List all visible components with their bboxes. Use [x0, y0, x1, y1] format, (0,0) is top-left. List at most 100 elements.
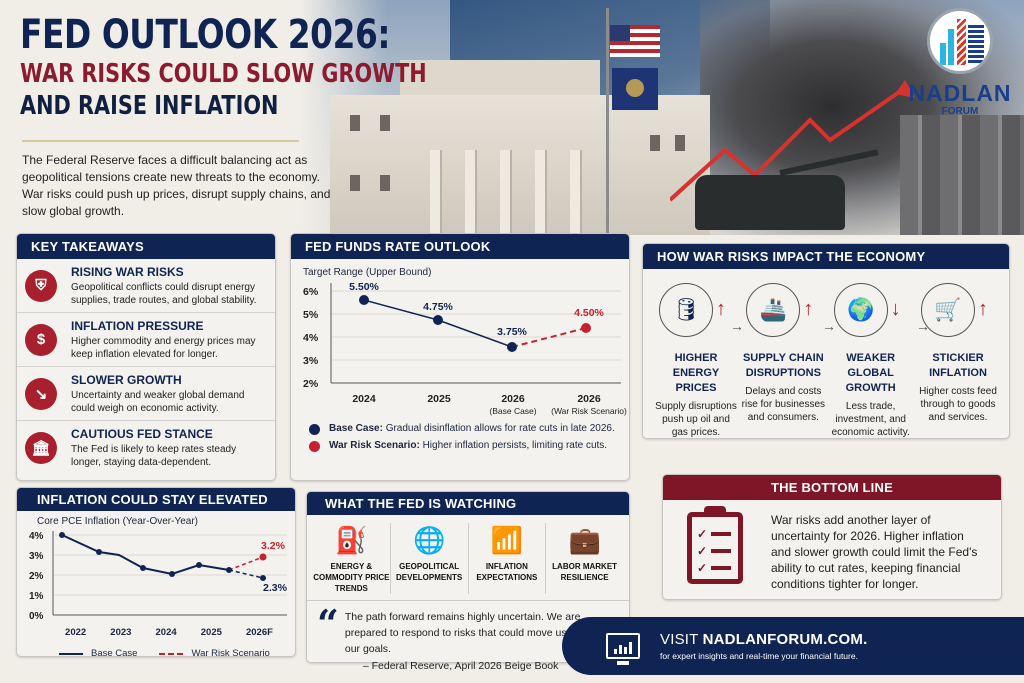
brand-sub: FORUM: [941, 106, 979, 117]
visit-website-banner[interactable]: VISIT NADLANFORUM.COM. for expert insigh…: [562, 617, 1024, 675]
bar-chart-icon: 📶: [490, 525, 524, 555]
takeaway-item: ↘ SLOWER GROWTH Uncertainty and weaker g…: [17, 367, 275, 421]
flow-arrow-icon: →: [916, 318, 930, 334]
up-arrow-icon: ↑: [977, 298, 988, 320]
svg-text:2026: 2026: [577, 393, 601, 405]
legend-text: Higher inflation persists, limiting rate…: [422, 440, 608, 451]
takeaway-item: $ INFLATION PRESSURE Higher commodity an…: [17, 313, 275, 367]
cta-subtext: for expert insights and real-time your f…: [660, 651, 858, 661]
federal-reserve-flag: [612, 68, 658, 110]
takeaway-title: RISING WAR RISKS: [71, 264, 184, 279]
takeaway-desc: Uncertainty and weaker global demand cou…: [71, 389, 245, 414]
shopping-cart-icon: 🛒 ↑: [920, 283, 988, 337]
dashed-line-icon: [159, 652, 184, 655]
fed-quote: “ The path forward remains highly uncert…: [307, 601, 629, 680]
key-takeaways-panel: KEY TAKEAWAYS ⛨ RISING WAR RISKS Geopoli…: [16, 233, 276, 481]
declining-chart-icon: ↘: [25, 377, 57, 410]
watch-item: 🌐 GEOPOLITICAL DEVELOPMENTS: [391, 523, 469, 594]
base-case-dot-icon: [309, 424, 320, 435]
svg-text:(Base Case): (Base Case): [489, 406, 536, 416]
price-tag-dollar-icon: $: [25, 323, 57, 356]
svg-text:2025: 2025: [427, 393, 451, 405]
svg-text:3.2%: 3.2%: [261, 540, 286, 552]
takeaway-title: CAUTIOUS FED STANCE: [71, 427, 213, 441]
svg-text:2026: 2026: [501, 393, 525, 405]
war-risk-dot-icon: [309, 441, 320, 452]
tank: [695, 175, 845, 230]
legend-base: Base Case: [91, 648, 138, 659]
svg-text:5%: 5%: [303, 309, 319, 321]
chart-subtitle: Core PCE Inflation (Year-Over-Year): [37, 516, 198, 527]
svg-text:4.75%: 4.75%: [423, 301, 453, 313]
impact-title: SUPPLY CHAIN DISRUPTIONS: [742, 352, 824, 379]
hero-image: [300, 0, 1024, 235]
panel-heading: THE BOTTOM LINE: [663, 475, 1001, 500]
up-arrow-icon: ↑: [803, 298, 814, 320]
impact-title: WEAKER GLOBAL GROWTH: [845, 352, 896, 394]
down-arrow-icon: ↓: [890, 298, 901, 320]
impact-title: HIGHER ENERGY PRICES: [672, 352, 720, 394]
watch-label: ENERGY & COMMODITY PRICE TRENDS: [313, 562, 390, 593]
clipboard-checklist-icon: ✓ ✓ ✓: [687, 506, 743, 584]
inflation-legend: Base Case War Risk Scenario: [59, 648, 295, 659]
oil-pump-icon: ⛽: [335, 525, 368, 555]
cta-site-link[interactable]: NADLANFORUM.COM.: [702, 631, 868, 648]
impact-desc: Delays and costs rise for businesses and…: [741, 386, 826, 423]
chart-subtitle: Target Range (Upper Bound): [303, 267, 432, 278]
title-divider: [22, 140, 299, 142]
up-arrow-icon: ↑: [716, 298, 726, 320]
takeaway-item: ⛨ RISING WAR RISKS Geopolitical conflict…: [17, 259, 275, 313]
takeaway-item: 🏛 CAUTIOUS FED STANCE The Fed is likely …: [17, 421, 275, 475]
buildings-logo-icon: [927, 8, 993, 74]
brand-logo[interactable]: NADLAN FORUM: [905, 8, 1015, 118]
flow-arrow-icon: →: [822, 318, 836, 334]
impact-desc: Higher costs feed through to goods and s…: [919, 386, 997, 423]
panel-heading: INFLATION COULD STAY ELEVATED: [17, 488, 295, 511]
impact-desc: Supply disruptions push up oil and gas p…: [655, 401, 737, 438]
svg-text:3%: 3%: [29, 551, 44, 562]
quote-text: The path forward remains highly uncertai…: [344, 611, 618, 655]
takeaway-desc: The Fed is likely to keep rates steady l…: [71, 444, 237, 468]
svg-text:(War Risk Scenario): (War Risk Scenario): [551, 406, 627, 416]
cta-prefix: VISIT: [660, 631, 703, 648]
svg-text:4%: 4%: [303, 332, 319, 344]
page-title: FED OUTLOOK 2026: WAR RISKS COULD SLOW G…: [20, 12, 427, 122]
panel-heading: FED FUNDS RATE OUTLOOK: [291, 234, 629, 259]
svg-text:5.50%: 5.50%: [349, 281, 379, 293]
impact-item: 🌍 ↓ WEAKER GLOBAL GROWTH Less trade, inve…: [828, 283, 914, 439]
legend-war-risk: War Risk Scenario: Higher inflation pers…: [309, 439, 629, 452]
svg-text:2024: 2024: [352, 393, 376, 405]
flag-pole: [606, 8, 609, 235]
fed-funds-chart: 6% 5% 4% 3% 2% 5.50% 4.75% 3.75% 4.50% 2024 202…: [303, 281, 627, 416]
takeaway-desc: Geopolitical conflicts could disrupt ene…: [71, 281, 257, 306]
impact-item: 🚢 ↑ SUPPLY CHAIN DISRUPTIONS Delays and c…: [740, 283, 826, 439]
quote-source: – Federal Reserve, April 2026 Beige Book: [362, 660, 559, 672]
impact-item: 🛒 ↑ STICKIER INFLATION Higher costs feed …: [915, 283, 1001, 439]
monitor-chart-icon: [606, 633, 640, 665]
watch-label: LABOR MARKET RESILIENCE: [552, 562, 618, 582]
impact-title: STICKIER INFLATION: [929, 352, 987, 379]
takeaway-desc: Higher commodity and energy prices may k…: [71, 335, 256, 360]
svg-text:2.3%: 2.3%: [263, 582, 288, 594]
bank-building-icon: 🏛: [25, 432, 57, 464]
federal-reserve-building: [330, 95, 710, 235]
svg-text:4%: 4%: [29, 531, 44, 542]
legend-text: Gradual disinflation allows for rate cut…: [385, 423, 615, 434]
fed-funds-panel: FED FUNDS RATE OUTLOOK Target Range (Upp…: [290, 233, 630, 481]
flow-arrow-icon: →: [730, 318, 744, 334]
rising-arrow-icon: [670, 80, 915, 202]
panel-heading: KEY TAKEAWAYS: [17, 234, 275, 259]
watch-item: 📶 INFLATION EXPECTATIONS: [469, 523, 547, 594]
svg-text:2%: 2%: [303, 378, 319, 390]
briefcase-icon: 💼: [568, 525, 601, 555]
watch-item: 💼 LABOR MARKET RESILIENCE: [546, 523, 623, 594]
impact-item: 🛢 ↑ HIGHER ENERGY PRICES Supply disruptio…: [653, 283, 739, 439]
intro-text: The Federal Reserve faces a difficult ba…: [22, 153, 331, 218]
svg-text:3%: 3%: [303, 355, 319, 367]
ruined-buildings: [900, 115, 1024, 235]
globe-icon: 🌍 ↓: [833, 283, 901, 337]
takeaway-title: INFLATION PRESSURE: [71, 318, 204, 333]
watch-item: ⛽ ENERGY & COMMODITY PRICE TRENDS: [313, 523, 391, 594]
x-axis-labels: 2022 2023 2024 2025 2026F: [65, 627, 273, 638]
inflation-chart: 4% 3% 2% 1% 0% 3.2% 2.3%: [29, 531, 288, 622]
